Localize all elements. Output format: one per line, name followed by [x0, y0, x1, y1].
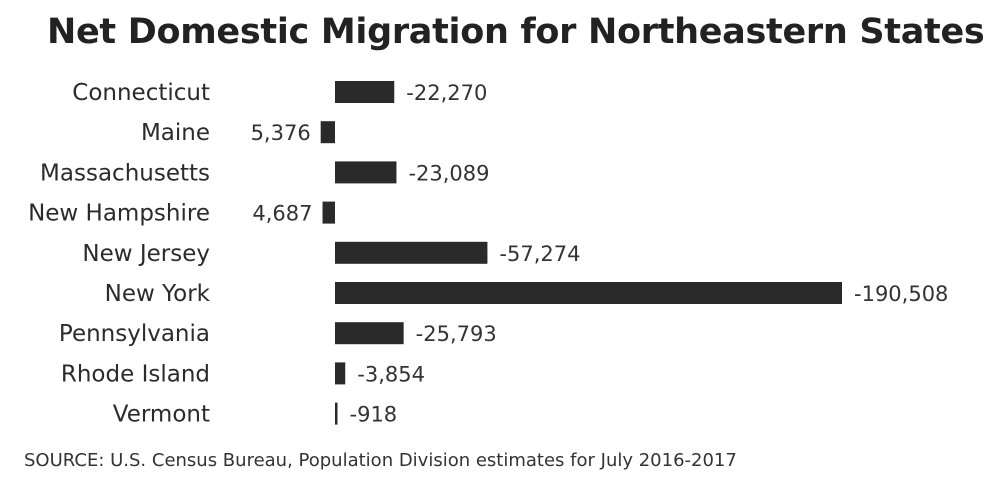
- category-labels: Connecticut Maine Massachusetts New Hampshi…: [28, 80, 211, 428]
- bar-massachusetts: [335, 161, 397, 184]
- category-label-new-jersey: New Jersey: [82, 241, 210, 267]
- category-label-new-york: New York: [105, 281, 211, 307]
- bar-vermont: [335, 402, 338, 425]
- bar-new-hampshire: [322, 201, 335, 224]
- source-note: SOURCE: U.S. Census Bureau, Population D…: [24, 450, 737, 471]
- bar-rhode-island: [335, 362, 346, 385]
- category-label-pennsylvania: Pennsylvania: [59, 321, 210, 347]
- value-label-new-hampshire: 4,687: [252, 202, 312, 226]
- value-label-pennsylvania: -25,793: [416, 322, 497, 346]
- value-label-massachusetts: -23,089: [408, 161, 489, 185]
- bar-maine: [320, 121, 335, 144]
- bars: [320, 81, 842, 425]
- bar-new-jersey: [335, 241, 488, 264]
- value-label-vermont: -918: [350, 403, 398, 427]
- value-labels: -22,270 5,376 -23,089 4,687 -57,274 -190,508 -…: [251, 81, 949, 427]
- value-label-connecticut: -22,270: [406, 81, 487, 105]
- value-label-new-york: -190,508: [854, 282, 948, 306]
- category-label-connecticut: Connecticut: [72, 80, 210, 106]
- category-label-vermont: Vermont: [113, 402, 210, 428]
- category-label-maine: Maine: [141, 120, 210, 146]
- value-label-rhode-island: -3,854: [357, 362, 425, 386]
- category-label-massachusetts: Massachusetts: [40, 160, 210, 186]
- bar-connecticut: [335, 81, 395, 103]
- bar-new-york: [335, 282, 842, 304]
- category-label-new-hampshire: New Hampshire: [28, 201, 210, 227]
- bar-pennsylvania: [335, 322, 404, 345]
- value-label-maine: 5,376: [251, 121, 311, 145]
- category-label-rhode-island: Rhode Island: [61, 361, 210, 387]
- value-label-new-jersey: -57,274: [499, 242, 580, 266]
- chart-title: Net Domestic Migration for Northeastern …: [47, 12, 985, 52]
